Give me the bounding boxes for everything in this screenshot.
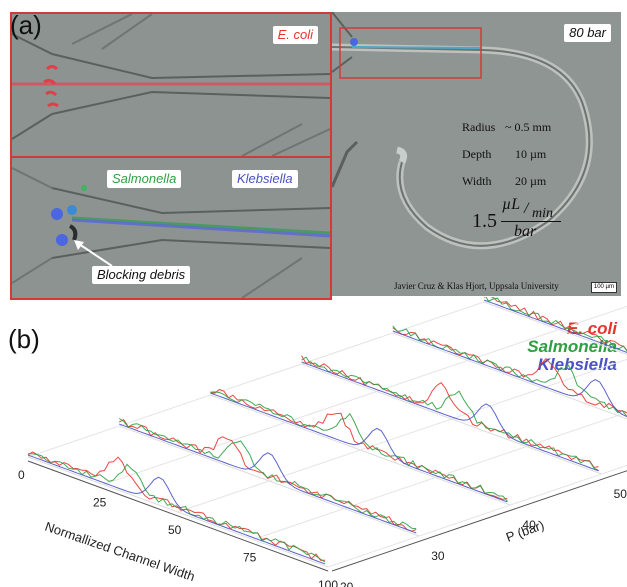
trace-1-p3 [301, 356, 599, 471]
spiral-drawing [332, 12, 593, 250]
trace-2-p0 [27, 454, 326, 565]
p-tick-label: 50 [614, 487, 627, 501]
salmonella-tag: Salmonella [107, 170, 182, 188]
p-tick-label: 40 [522, 518, 536, 532]
spec-radius-value: ~ 0.5 mm [505, 120, 552, 134]
formula-numerator: µL [502, 196, 521, 213]
trace-1-p2 [210, 391, 508, 502]
formula-denominator: bar [514, 223, 537, 240]
pressure-tag: 80 bar [564, 24, 611, 42]
panel-b-label: (b) [8, 324, 40, 354]
spec-depth-value: 10 µm [515, 147, 547, 161]
spec-depth: Depth 10 µm [462, 147, 551, 174]
spec-width-value: 20 µm [515, 174, 547, 188]
trace-2-p3 [301, 361, 599, 472]
x-tick-label: 25 [93, 496, 107, 510]
trace-1-p5 [485, 297, 627, 352]
x-tick-label: 50 [168, 523, 182, 537]
p-tick-label: 20 [340, 580, 354, 587]
spec-width: Width 20 µm [462, 174, 551, 201]
waterfall-chart: 02550751002030405060708Normallized Chann… [18, 297, 627, 587]
spec-radius: Radius ~ 0.5 mm [462, 120, 551, 147]
flow-formula: 1.5 µL / min bar [472, 196, 602, 242]
x-tick-label: 0 [18, 468, 25, 482]
formula-bar-line [501, 221, 561, 222]
micrograph-bottom-drawing [12, 167, 330, 298]
grid-line-x [327, 464, 627, 568]
x-axis-line [27, 460, 329, 572]
trace-0-p4 [392, 327, 627, 414]
spec-list: Radius ~ 0.5 mm Depth 10 µm Width 20 µm [462, 120, 551, 201]
grid-line-p [483, 301, 627, 355]
micrograph-spiral: 80 bar Radius ~ 0.5 mm Depth 10 µm Width… [332, 12, 621, 296]
trace-2-p4 [392, 330, 627, 418]
trace-0-p5 [483, 297, 627, 351]
grid-line-p [392, 332, 627, 420]
trace-2-p1 [119, 423, 417, 534]
grid-line-x [27, 297, 501, 458]
klebsiella-tag: Klebsiella [232, 170, 298, 188]
p-axis-line [331, 470, 627, 572]
micrograph-ecoli: E. coli [10, 12, 332, 158]
trace-0-p3 [301, 355, 599, 469]
micrograph-ecoli-drawing [12, 14, 330, 156]
grid-line-x [177, 358, 627, 513]
micrograph-salmonella-klebsiella: Salmonella Klebsiella Blocking debris [10, 156, 332, 300]
legend-salmonella: Salmonella [527, 337, 617, 356]
scale-bar-label: 100 µm [593, 284, 614, 290]
blocking-debris-callout: Blocking debris [92, 266, 191, 284]
trace-2-p2 [210, 392, 508, 503]
trace-2-p5 [483, 299, 627, 353]
panel-a-label: (a) [10, 10, 42, 40]
spec-width-name: Width [462, 174, 492, 188]
formula-min: min [532, 206, 553, 221]
grid-line-x [102, 305, 627, 485]
scale-bar: 100 µm [590, 282, 617, 293]
credit-line: Javier Cruz & Klas Hjort, Uppsala Univer… [394, 281, 559, 291]
p-tick-label: 30 [431, 549, 445, 563]
x-tick-label: 100 [318, 578, 338, 587]
trace-1-p0 [27, 453, 326, 563]
spec-depth-name: Depth [462, 147, 492, 161]
x-tick-label: 75 [243, 551, 257, 565]
trace-1-p1 [118, 418, 417, 530]
ecoli-tag: E. coli [272, 26, 318, 44]
grid-line-x [252, 411, 627, 540]
spec-radius-name: Radius [462, 120, 496, 134]
trace-0-p0 [27, 451, 326, 561]
formula-slash: / [524, 200, 529, 217]
formula-coefficient: 1.5 [472, 210, 497, 232]
panel-a: E. coli Salmonella Klebsiella Blocking d… [10, 10, 621, 300]
